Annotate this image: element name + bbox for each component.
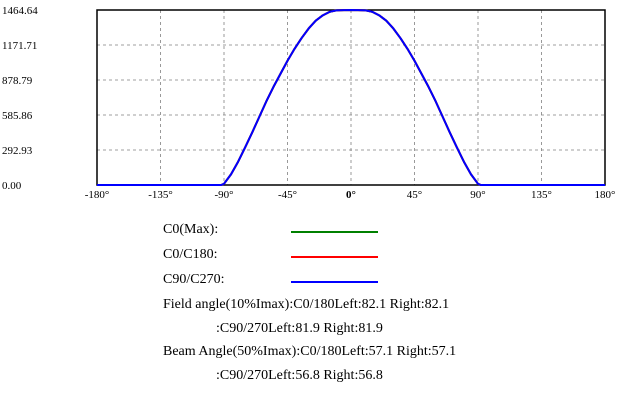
legend-label-c90c270: C90/C270:	[163, 272, 225, 287]
angle-notes: Field angle(10%Imax):C0/180Left:82.1 Rig…	[163, 293, 456, 387]
legend-item-c0c180: C0/C180:	[163, 243, 403, 268]
x-tick-label: 90°	[470, 189, 485, 201]
x-tick-label: 180°	[595, 189, 616, 201]
y-tick-label: 1464.64	[2, 5, 38, 17]
legend-swatch-c90c270	[291, 281, 378, 283]
legend-item-c90c270: C90/C270:	[163, 268, 403, 293]
x-tick-label: -135°	[148, 189, 173, 201]
y-tick-label: 292.93	[2, 145, 33, 157]
legend-swatch-c0c180	[291, 256, 378, 258]
series-layer	[97, 9, 605, 186]
x-tick-label: -180°	[85, 189, 110, 201]
chart-svg: 1464.64 1171.71 878.79 585.86 292.93 0.00 -18…	[2, 5, 616, 201]
x-tick-labels: -180° -135° -90° -45° 0° 45° 90° 135° 180°	[85, 189, 616, 201]
legend-swatch-c0max	[291, 231, 378, 233]
beam-angle-c0: Beam Angle(50%Imax):C0/180Left:57.1 Righ…	[163, 344, 457, 359]
y-tick-label: 878.79	[2, 75, 33, 87]
y-tick-label: 585.86	[2, 110, 33, 122]
x-tick-label: 135°	[531, 189, 552, 201]
y-tick-label: 0.00	[2, 180, 22, 192]
field-angle-c0: Field angle(10%Imax):C0/180Left:82.1 Rig…	[163, 297, 450, 312]
grid-lines	[97, 10, 605, 185]
x-tick-label: -45°	[278, 189, 297, 201]
y-tick-labels: 1464.64 1171.71 878.79 585.86 292.93 0.00	[2, 5, 38, 192]
series-line-2	[97, 9, 605, 186]
legend: C0(Max): C0/C180: C90/C270:	[163, 218, 403, 293]
field-angle-c90: :C90/270Left:81.9 Right:81.9	[216, 320, 383, 336]
legend-label-c0c180: C0/C180:	[163, 247, 218, 262]
x-tick-label: -90°	[214, 189, 233, 201]
legend-label-c0max: C0(Max):	[163, 222, 219, 237]
legend-item-c0max: C0(Max):	[163, 218, 403, 243]
x-tick-label: 0°	[346, 189, 356, 201]
x-tick-label: 45°	[407, 189, 422, 201]
beam-angle-c90: :C90/270Left:56.8 Right:56.8	[216, 367, 383, 383]
y-tick-label: 1171.71	[2, 40, 37, 52]
